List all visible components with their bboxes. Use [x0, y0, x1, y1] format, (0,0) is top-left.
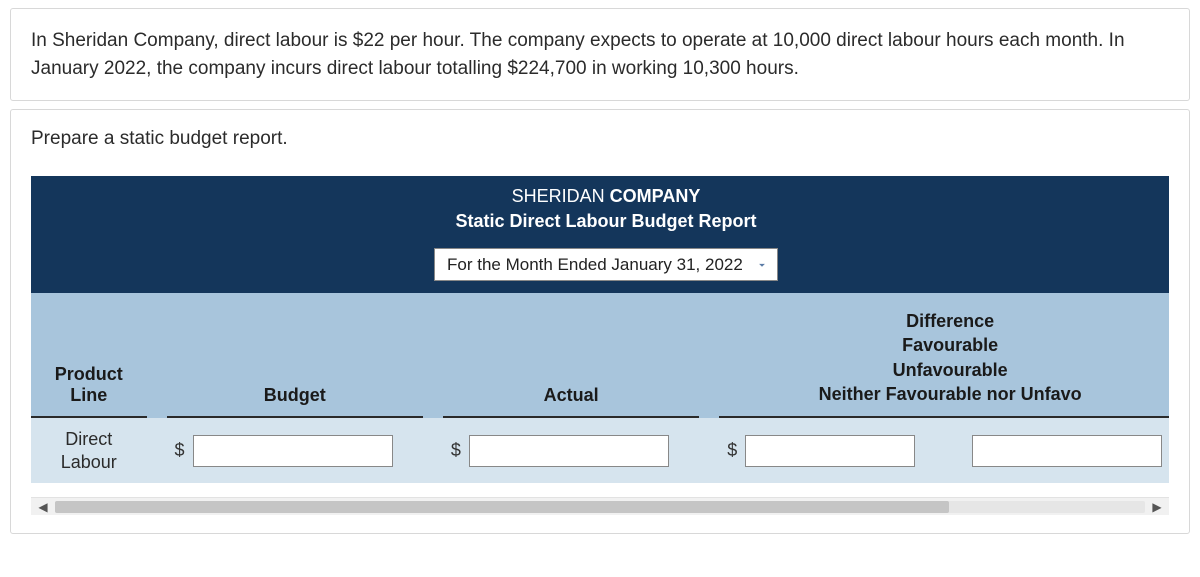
currency-symbol: $: [175, 440, 185, 461]
report-header-band: SHERIDAN COMPANY Static Direct Labour Bu…: [31, 176, 1169, 248]
diff-line-2: Unfavourable: [729, 358, 1169, 382]
difference-input[interactable]: [745, 435, 915, 467]
col-product-line: ProductLine: [41, 364, 137, 406]
diff-line-1: Favourable: [729, 333, 1169, 357]
col-difference: Difference Favourable Unfavourable Neith…: [729, 309, 1169, 406]
diff-line-0: Difference: [729, 309, 1169, 333]
problem-panel: In Sheridan Company, direct labour is $2…: [10, 8, 1190, 101]
col-sep: [423, 293, 443, 416]
column-header-row: ProductLine Budget Actual Difference Fav…: [31, 293, 1169, 416]
scroll-left-icon[interactable]: ◀: [31, 500, 55, 514]
col-sep: [147, 293, 167, 416]
currency-symbol: $: [727, 440, 737, 461]
actual-input[interactable]: [469, 435, 669, 467]
col-budget: Budget: [177, 385, 413, 406]
problem-text: In Sheridan Company, direct labour is $2…: [31, 27, 1169, 82]
col-actual: Actual: [453, 385, 689, 406]
scroll-right-icon[interactable]: ▶: [1145, 500, 1169, 514]
col-sep: [699, 293, 719, 416]
table-row: DirectLabour $ $: [31, 418, 1169, 483]
work-panel: Prepare a static budget report. SHERIDAN…: [10, 109, 1190, 534]
instruction-text: Prepare a static budget report.: [31, 128, 1169, 150]
budget-input[interactable]: [193, 435, 393, 467]
report-title: Static Direct Labour Budget Report: [31, 207, 1169, 242]
scroll-thumb[interactable]: [55, 501, 949, 513]
company-name: SHERIDAN COMPANY: [31, 186, 1169, 207]
budget-report-table: SHERIDAN COMPANY Static Direct Labour Bu…: [31, 176, 1169, 483]
period-select[interactable]: For the Month Ended January 31, 2022: [434, 248, 778, 281]
report-container: SHERIDAN COMPANY Static Direct Labour Bu…: [31, 176, 1169, 515]
scroll-track[interactable]: [55, 501, 1145, 513]
horizontal-scrollbar[interactable]: ◀ ▶: [31, 497, 1169, 515]
period-select-wrap: For the Month Ended January 31, 2022: [31, 248, 1169, 293]
currency-symbol: $: [451, 440, 461, 461]
row-label: DirectLabour: [31, 418, 147, 483]
favourability-input[interactable]: [972, 435, 1162, 467]
diff-line-3: Neither Favourable nor Unfavo: [729, 382, 1169, 406]
